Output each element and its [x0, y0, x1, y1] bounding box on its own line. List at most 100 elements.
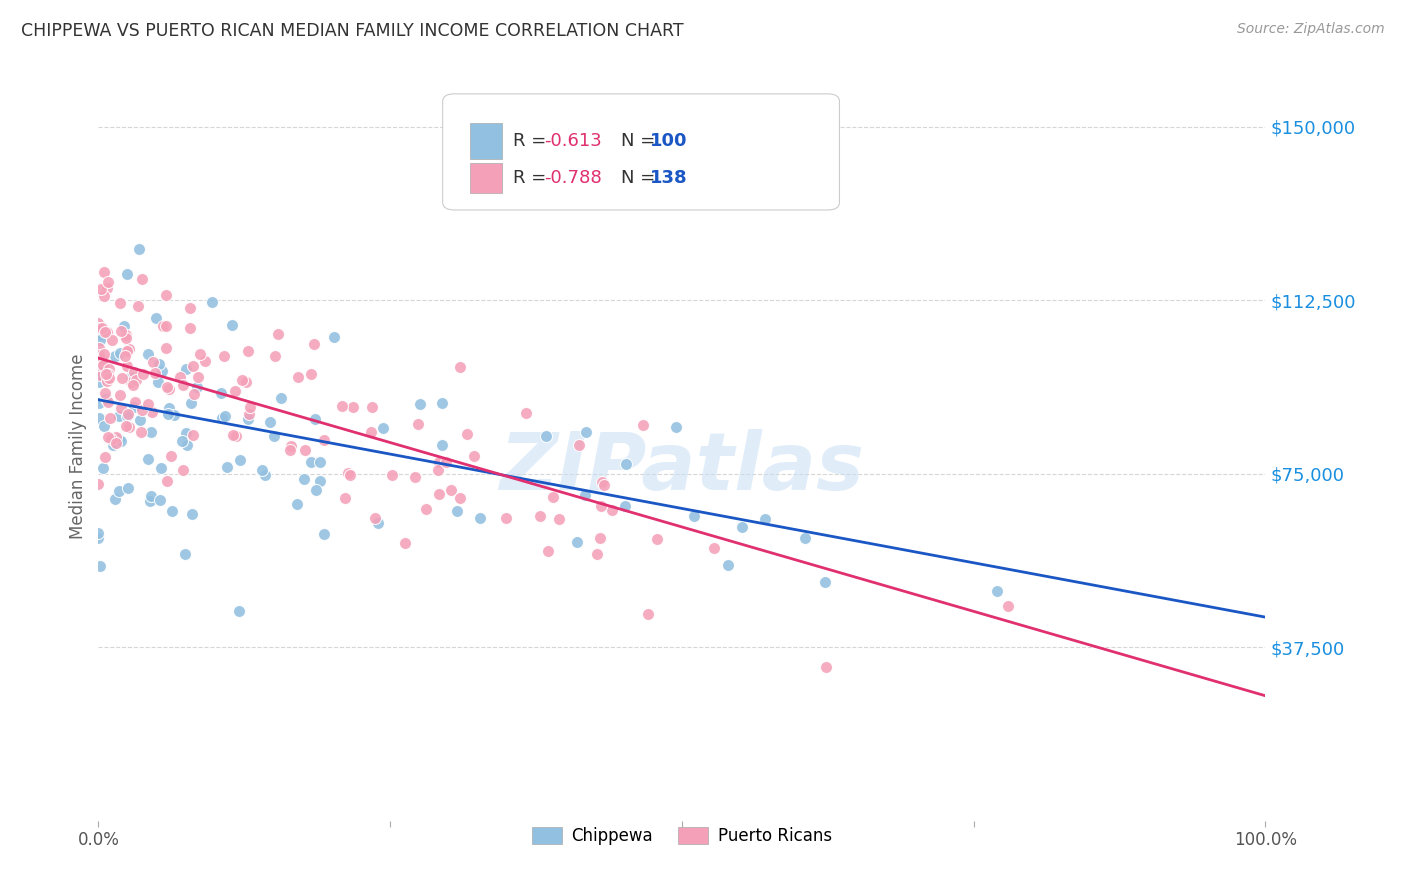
Text: -0.613: -0.613	[544, 132, 602, 150]
Point	[155, 319, 177, 334]
Point	[225, 428, 247, 442]
Point	[335, 491, 357, 506]
Point	[89, 368, 111, 383]
Point	[179, 301, 201, 315]
Point	[427, 455, 450, 469]
Point	[339, 468, 361, 483]
Point	[665, 420, 688, 434]
Point	[110, 434, 132, 448]
Point	[529, 508, 551, 523]
Point	[96, 281, 118, 295]
Point	[157, 382, 180, 396]
Point	[94, 325, 117, 339]
Point	[89, 333, 111, 347]
Point	[104, 430, 127, 444]
Point	[360, 425, 382, 440]
Point	[118, 342, 141, 356]
Point	[294, 442, 316, 457]
Point	[87, 322, 110, 336]
Point	[314, 527, 336, 541]
Point	[121, 378, 143, 392]
Point	[986, 584, 1008, 599]
Point	[87, 476, 110, 491]
Point	[593, 477, 616, 491]
Point	[415, 501, 437, 516]
Point	[304, 412, 326, 426]
Point	[814, 659, 837, 673]
Legend: Chippewa, Puerto Ricans: Chippewa, Puerto Ricans	[523, 819, 841, 854]
Point	[87, 411, 110, 425]
Point	[129, 412, 152, 426]
Point	[132, 368, 155, 382]
Point	[236, 412, 259, 426]
Point	[463, 449, 485, 463]
Text: 138: 138	[651, 169, 688, 186]
Point	[155, 341, 177, 355]
Point	[91, 356, 114, 370]
Point	[536, 429, 558, 443]
Point	[997, 599, 1019, 614]
Point	[108, 484, 131, 499]
Point	[91, 461, 114, 475]
Point	[614, 499, 637, 513]
Point	[236, 344, 259, 359]
Point	[141, 489, 163, 503]
Point	[157, 401, 180, 416]
Point	[87, 375, 110, 389]
Point	[150, 363, 173, 377]
Point	[89, 559, 111, 574]
Point	[97, 367, 120, 381]
Point	[87, 531, 110, 545]
Point	[600, 503, 623, 517]
Point	[574, 487, 596, 501]
Point	[186, 379, 208, 393]
Point	[209, 386, 232, 401]
Point	[305, 483, 328, 498]
Point	[364, 511, 387, 525]
Point	[136, 451, 159, 466]
Point	[117, 482, 139, 496]
Point	[139, 493, 162, 508]
Point	[97, 430, 120, 444]
Point	[224, 384, 246, 398]
Point	[97, 275, 120, 289]
Point	[731, 520, 754, 534]
Point	[432, 396, 454, 410]
Point	[115, 359, 138, 374]
Point	[100, 334, 122, 348]
Point	[103, 438, 125, 452]
Point	[589, 531, 612, 545]
Point	[278, 443, 301, 458]
Point	[180, 396, 202, 410]
Point	[96, 374, 118, 388]
Point	[157, 407, 180, 421]
Point	[169, 369, 191, 384]
Point	[309, 474, 332, 488]
Point	[94, 450, 117, 465]
Point	[136, 347, 159, 361]
Point	[90, 320, 112, 334]
Point	[633, 417, 655, 432]
Point	[124, 365, 146, 379]
Point	[394, 536, 416, 550]
Point	[91, 358, 114, 372]
Point	[264, 349, 287, 363]
Point	[87, 321, 110, 335]
Point	[270, 392, 292, 406]
Point	[285, 497, 308, 511]
Point	[93, 289, 115, 303]
Text: 100: 100	[651, 132, 688, 150]
Text: ZIPatlas: ZIPatlas	[499, 429, 865, 508]
Point	[152, 318, 174, 333]
FancyBboxPatch shape	[470, 123, 502, 159]
Point	[94, 385, 117, 400]
Point	[141, 425, 163, 440]
Point	[98, 371, 121, 385]
Point	[449, 491, 471, 505]
Point	[172, 434, 194, 448]
Point	[94, 367, 117, 381]
Point	[114, 350, 136, 364]
Point	[89, 368, 111, 382]
Point	[180, 507, 202, 521]
Text: CHIPPEWA VS PUERTO RICAN MEDIAN FAMILY INCOME CORRELATION CHART: CHIPPEWA VS PUERTO RICAN MEDIAN FAMILY I…	[21, 22, 683, 40]
